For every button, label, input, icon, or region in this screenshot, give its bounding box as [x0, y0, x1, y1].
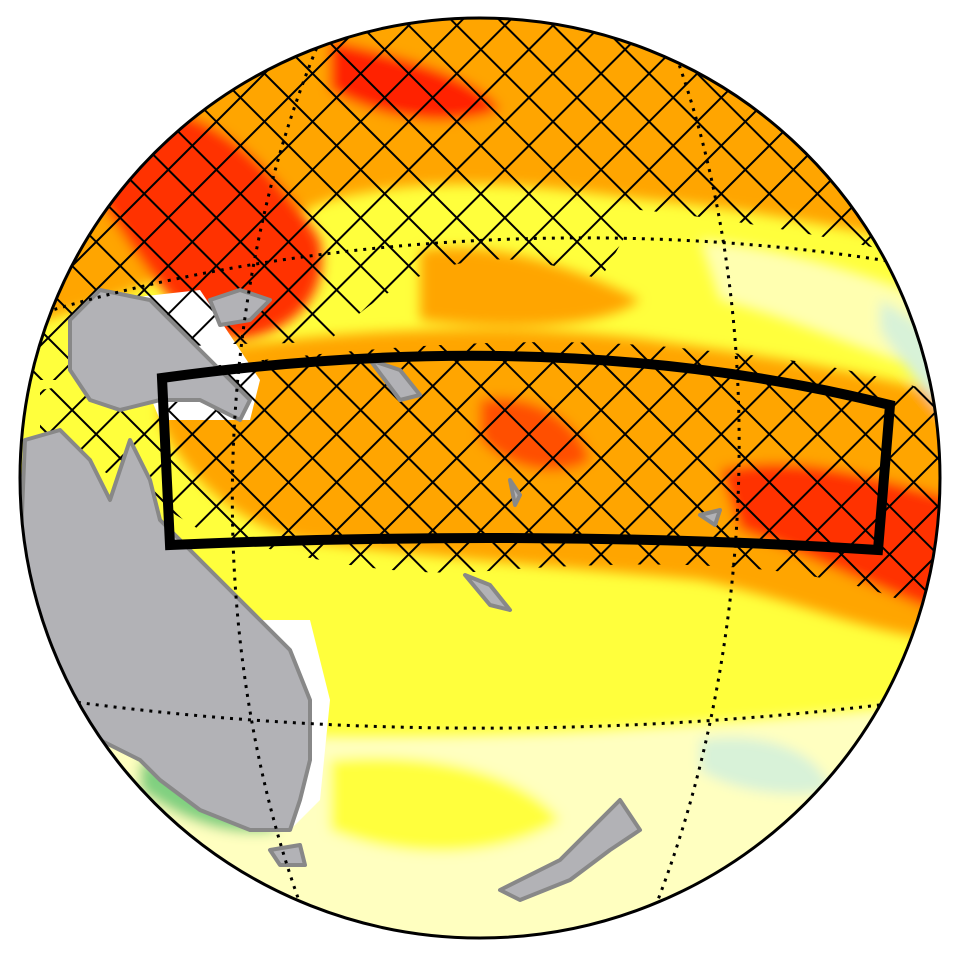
latitude-line — [59, 698, 921, 730]
tasmania — [268, 843, 307, 867]
island — [208, 288, 272, 327]
significance-hatch — [20, 18, 940, 380]
green-region — [880, 300, 940, 430]
orange-region — [420, 247, 640, 326]
island — [368, 358, 422, 402]
globe-outline — [18, 16, 942, 940]
significance-hatch — [40, 342, 940, 620]
yellow-region — [330, 757, 560, 852]
new-guinea — [68, 288, 252, 422]
green-region — [700, 737, 830, 794]
graticule — [20, 39, 940, 931]
new-zealand — [498, 798, 642, 902]
island — [698, 508, 722, 527]
island — [463, 573, 512, 612]
island — [508, 478, 522, 507]
region-box — [156, 350, 896, 556]
